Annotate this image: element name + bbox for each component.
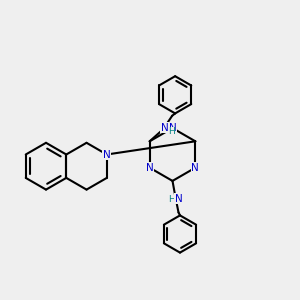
Text: N: N <box>103 149 111 160</box>
Text: N: N <box>191 163 199 173</box>
Text: H: H <box>168 127 175 136</box>
Text: N: N <box>146 163 154 173</box>
Text: N: N <box>161 123 169 133</box>
Text: H: H <box>169 195 175 204</box>
Text: N: N <box>103 149 111 160</box>
Text: N: N <box>175 194 182 204</box>
Text: N: N <box>169 123 176 133</box>
